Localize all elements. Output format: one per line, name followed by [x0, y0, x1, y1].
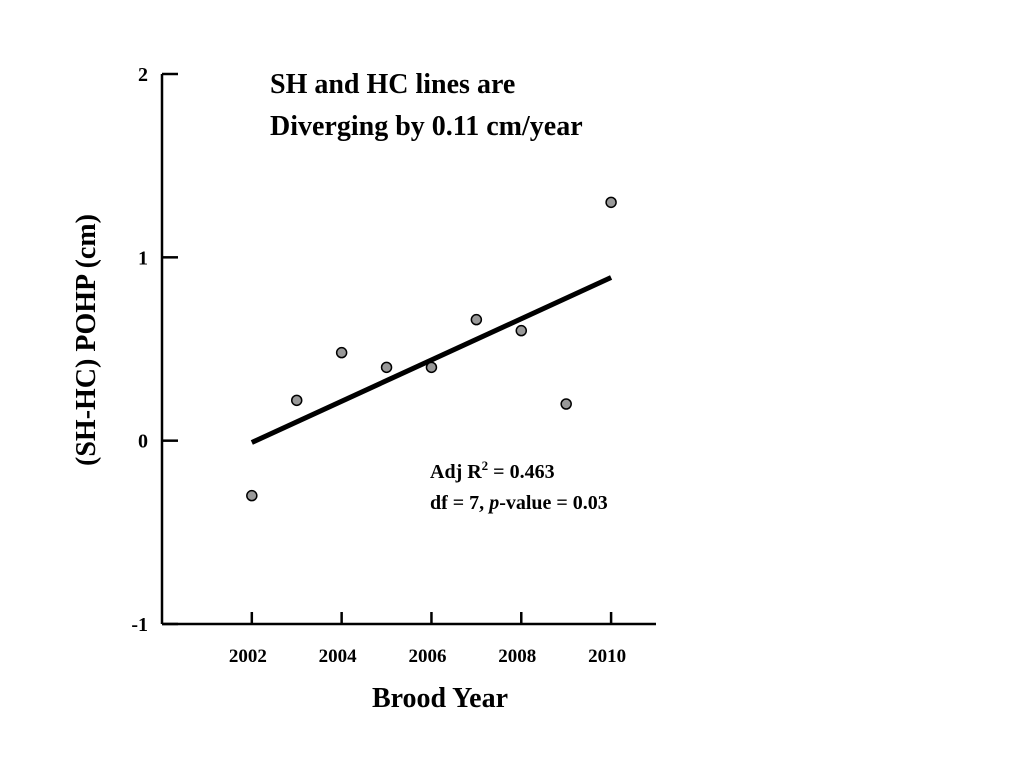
x-ticks: 2002 2004 2006 2008 2010	[229, 612, 626, 667]
data-point	[290, 394, 303, 407]
p-value-suffix: -value = 0.03	[499, 492, 608, 514]
trend-line	[250, 275, 613, 445]
data-point	[515, 324, 528, 337]
data-point	[605, 196, 617, 209]
data-point	[425, 361, 438, 374]
data-point	[560, 398, 572, 410]
data-point	[246, 489, 258, 502]
x-tick-label: 2004	[319, 646, 358, 667]
x-axis-title: Brood Year	[372, 683, 508, 714]
p-italic: p	[487, 492, 499, 514]
adj-r2-superscript: 2	[482, 458, 489, 473]
x-tick-label: 2008	[498, 646, 536, 667]
data-point	[470, 313, 483, 326]
adj-r2-label: Adj R2 = 0.463	[430, 458, 555, 483]
data-point	[380, 361, 393, 374]
y-axis-title: (SH-HC) POHP (cm)	[71, 214, 102, 466]
y-tick-label: 2	[138, 64, 148, 86]
y-tick-label: 0	[138, 431, 148, 453]
adj-r2-prefix: Adj R	[430, 461, 482, 483]
df-prefix: df = 7,	[430, 492, 489, 514]
y-tick-label: -1	[131, 614, 148, 636]
y-ticks: -1 0 1 2	[131, 64, 178, 636]
x-tick-label: 2010	[588, 646, 626, 667]
x-tick-label: 2002	[229, 646, 267, 667]
adj-r2-value: = 0.463	[488, 461, 554, 483]
headline-line-1: SH and HC lines are	[270, 69, 515, 100]
df-p-value-label: df = 7, p-value = 0.03	[430, 492, 608, 514]
data-points	[246, 196, 617, 502]
headline-line-2: Diverging by 0.11 cm/year	[270, 111, 583, 142]
x-tick-label: 2006	[408, 646, 446, 667]
data-point	[335, 346, 348, 359]
y-tick-label: 1	[138, 247, 148, 269]
